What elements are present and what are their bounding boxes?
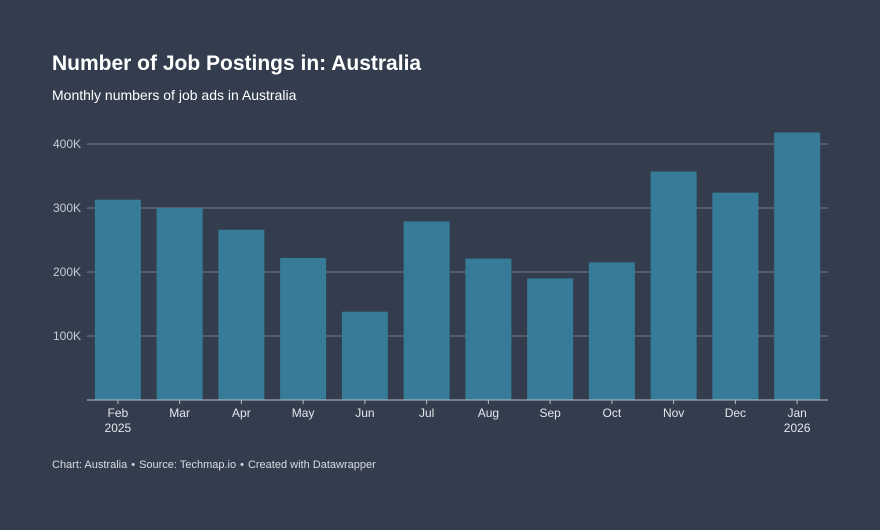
y-tick-label: 400K: [53, 137, 81, 151]
bar-sep[interactable]: [527, 278, 574, 400]
x-tick-label: Mar: [169, 406, 190, 420]
bar-oct[interactable]: [588, 262, 635, 400]
y-tick-label: 100K: [53, 329, 81, 343]
x-tick-label: Jun: [355, 406, 374, 420]
footer-chart-credit: Chart: Australia: [52, 459, 128, 471]
x-tick-label: Oct: [603, 406, 622, 420]
x-tick-label: Dec: [725, 406, 746, 420]
x-tick-label: Apr: [232, 406, 251, 420]
bar-mar[interactable]: [156, 208, 203, 400]
footer-source: Source: Techmap.io: [139, 459, 237, 471]
bar-dec[interactable]: [712, 192, 759, 400]
x-tick-label: Jul: [419, 406, 434, 420]
x-tick-label: Jan: [787, 406, 806, 420]
x-tick-year-label: 2026: [784, 421, 811, 435]
chart-footer: Chart: Australia • Source: Techmap.io • Crea…: [52, 459, 376, 471]
footer-separator: •: [131, 459, 136, 471]
bar-jan[interactable]: [774, 132, 821, 401]
footer-created-with: Created with Datawrapper: [247, 459, 376, 471]
y-tick-label: 200K: [53, 265, 81, 279]
bar-jun[interactable]: [341, 311, 388, 400]
x-tick-label: Aug: [478, 406, 499, 420]
y-tick-label: 300K: [53, 201, 81, 215]
x-tick-label: Feb: [108, 406, 129, 420]
x-tick-label: May: [292, 406, 315, 420]
x-tick-label: Nov: [663, 406, 684, 420]
bar-feb[interactable]: [94, 199, 141, 400]
bar-may[interactable]: [280, 257, 327, 400]
x-tick-year-label: 2025: [105, 421, 132, 435]
chart-title: Number of Job Postings in: Australia: [52, 52, 422, 75]
bar-jul[interactable]: [403, 221, 450, 400]
footer-separator: •: [240, 459, 244, 471]
chart-subtitle: Monthly numbers of job ads in Australia: [52, 87, 297, 103]
bar-aug[interactable]: [465, 258, 512, 400]
x-tick-label: Sep: [539, 406, 561, 420]
bar-apr[interactable]: [218, 229, 265, 400]
bar-nov[interactable]: [650, 171, 697, 400]
